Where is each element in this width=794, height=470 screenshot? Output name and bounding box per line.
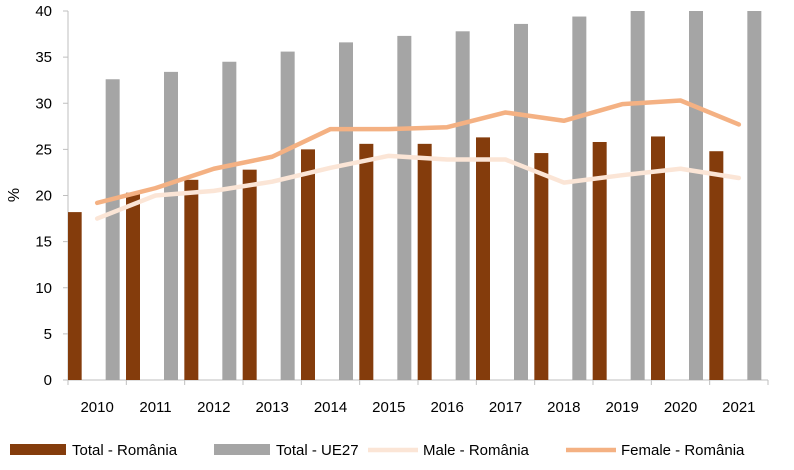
- bar: [184, 179, 199, 380]
- bar: [126, 192, 140, 380]
- bar: [68, 212, 82, 380]
- x-tick-label: 2019: [605, 399, 638, 416]
- x-tick-label: 2015: [372, 399, 405, 416]
- bar: [747, 11, 762, 380]
- x-tick-label: 2014: [314, 399, 347, 416]
- legend-label: Total - România: [72, 442, 178, 459]
- bar: [455, 31, 470, 380]
- y-tick-label: 10: [35, 280, 52, 297]
- legend-swatch: [10, 444, 66, 455]
- bar: [359, 143, 374, 380]
- x-tick-label: 2010: [80, 399, 113, 416]
- x-tick-label: 2013: [255, 399, 288, 416]
- bar: [417, 143, 432, 380]
- y-tick-label: 35: [35, 49, 52, 66]
- bar: [301, 149, 315, 380]
- bar: [592, 141, 607, 380]
- y-tick-label: 20: [35, 188, 52, 205]
- legend-swatch: [214, 444, 270, 455]
- y-tick-label: 15: [35, 234, 52, 251]
- legend-label: Total - UE27: [276, 442, 359, 459]
- x-tick-label: 2011: [139, 399, 171, 416]
- legend-label: Female - România: [621, 442, 745, 459]
- series-line: [94, 98, 742, 206]
- bar: [222, 61, 237, 380]
- bar: [630, 11, 645, 380]
- bar: [476, 137, 490, 380]
- bar: [572, 16, 587, 380]
- bar: [339, 42, 353, 380]
- x-tick-label: 2016: [430, 399, 463, 416]
- y-axis-title: %: [6, 188, 23, 202]
- x-tick-label: 2018: [547, 399, 580, 416]
- x-tick-label: 2021: [722, 399, 755, 416]
- y-tick-label: 0: [44, 372, 52, 389]
- x-tick-label: 2017: [489, 399, 522, 416]
- series-line: [94, 153, 742, 221]
- bar: [534, 153, 549, 380]
- bar: [709, 151, 724, 380]
- bar: [651, 136, 665, 380]
- bar: [397, 35, 412, 380]
- bar: [105, 79, 120, 380]
- bar: [164, 71, 178, 380]
- y-tick-label: 25: [35, 141, 52, 158]
- x-tick-label: 2012: [197, 399, 230, 416]
- bar: [280, 51, 295, 380]
- bar: [514, 23, 528, 380]
- tick-labels: 0 5 10 15 20 25 30 35 40 2010 2011 2012 2013 2014 2015…: [35, 3, 755, 416]
- y-tick-label: 5: [44, 326, 52, 343]
- bars: [68, 11, 762, 380]
- bar: [242, 169, 257, 380]
- bar: [689, 11, 703, 380]
- y-tick-label: 40: [35, 3, 52, 20]
- lines: [94, 98, 742, 221]
- legend: Total - România Total - UE27 Male - Români…: [10, 442, 745, 459]
- legend-label: Male - România: [423, 442, 530, 459]
- y-tick-label: 30: [35, 95, 52, 112]
- x-tick-label: 2020: [664, 399, 697, 416]
